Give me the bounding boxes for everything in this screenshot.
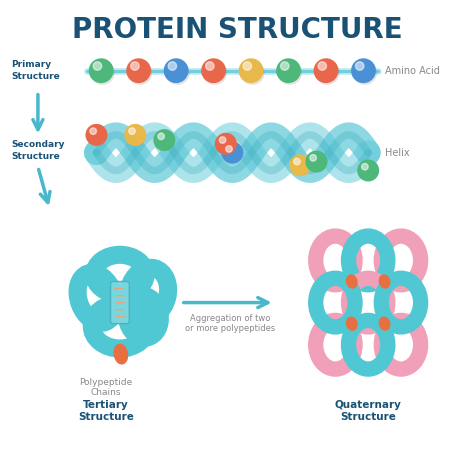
Circle shape [310, 155, 317, 161]
Circle shape [158, 133, 164, 140]
FancyBboxPatch shape [110, 282, 129, 324]
Circle shape [306, 151, 327, 172]
Circle shape [356, 62, 364, 70]
Circle shape [243, 62, 252, 70]
Ellipse shape [114, 344, 128, 364]
Circle shape [166, 61, 189, 84]
Circle shape [127, 59, 150, 82]
Circle shape [164, 59, 188, 82]
Circle shape [90, 128, 97, 135]
Circle shape [203, 61, 227, 84]
Circle shape [93, 62, 101, 70]
Circle shape [290, 155, 310, 175]
Circle shape [277, 59, 300, 82]
Circle shape [318, 62, 327, 70]
Ellipse shape [379, 275, 390, 288]
Circle shape [206, 62, 214, 70]
Text: Aggregation of two
or more polypeptides: Aggregation of two or more polypeptides [185, 314, 275, 333]
Circle shape [316, 61, 339, 84]
Circle shape [129, 128, 135, 135]
Circle shape [128, 61, 152, 84]
Text: Primary
Structure: Primary Structure [11, 60, 60, 81]
Circle shape [222, 142, 243, 163]
Text: Quaternary
Structure: Quaternary Structure [335, 400, 401, 421]
Circle shape [125, 125, 146, 145]
Circle shape [154, 130, 175, 150]
Circle shape [86, 125, 107, 145]
Text: Polypeptide
Chains: Polypeptide Chains [79, 377, 132, 397]
Circle shape [362, 164, 368, 170]
Circle shape [91, 61, 114, 84]
Circle shape [202, 59, 225, 82]
Text: Amino Acid: Amino Acid [384, 66, 439, 76]
Text: Helix: Helix [384, 148, 409, 158]
Circle shape [168, 62, 177, 70]
Circle shape [226, 146, 232, 152]
Circle shape [294, 158, 300, 165]
Ellipse shape [346, 275, 357, 288]
Circle shape [353, 61, 377, 84]
Circle shape [352, 59, 375, 82]
Ellipse shape [346, 317, 357, 330]
Circle shape [219, 137, 226, 143]
Circle shape [90, 59, 113, 82]
Circle shape [131, 62, 139, 70]
Text: Secondary
Structure: Secondary Structure [11, 140, 65, 161]
Text: Tertiary
Structure: Tertiary Structure [78, 400, 134, 421]
Text: PROTEIN STRUCTURE: PROTEIN STRUCTURE [72, 16, 402, 44]
Circle shape [314, 59, 337, 82]
Circle shape [216, 134, 236, 154]
Circle shape [278, 61, 301, 84]
Ellipse shape [379, 317, 390, 330]
Circle shape [281, 62, 289, 70]
Circle shape [241, 61, 264, 84]
Circle shape [358, 160, 378, 181]
Circle shape [239, 59, 263, 82]
